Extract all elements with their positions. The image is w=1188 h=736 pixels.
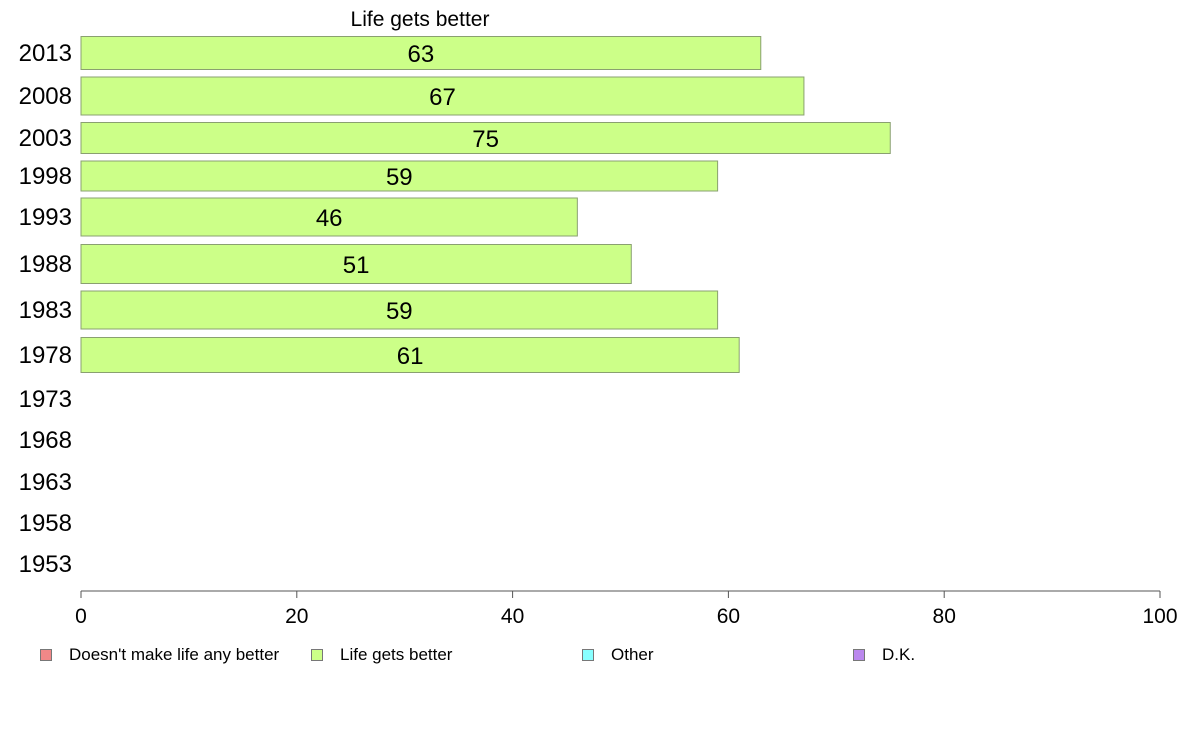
bar xyxy=(80,76,805,116)
legend-item: Life gets better xyxy=(311,645,452,665)
bar-value-label: 75 xyxy=(472,126,499,153)
bar xyxy=(80,122,891,154)
y-tick-label: 1953 xyxy=(19,551,72,578)
legend-label: Other xyxy=(611,645,654,664)
x-axis: 0 20 40 60 80 100 xyxy=(75,590,1178,628)
y-tick-label: 1978 xyxy=(19,342,72,369)
y-tick-label: 2013 xyxy=(19,40,72,67)
legend-swatch-icon xyxy=(853,649,865,661)
legend-label: Life gets better xyxy=(340,645,453,664)
x-tick-label: 60 xyxy=(717,605,740,628)
legend-swatch-icon xyxy=(311,649,323,661)
y-tick-label: 1988 xyxy=(19,251,72,278)
y-tick-label: 1973 xyxy=(19,386,72,413)
bar xyxy=(80,160,719,192)
y-tick-label: 1968 xyxy=(19,427,72,454)
legend-swatch-icon xyxy=(40,649,52,661)
y-tick-label: 1998 xyxy=(19,163,72,190)
legend-label: Doesn't make life any better xyxy=(69,645,280,664)
y-axis-labels: 2013 2008 2003 1998 1993 1988 1983 1978 1973 1968… xyxy=(19,40,72,578)
bar-value-label: 59 xyxy=(386,164,413,191)
bar-value-label: 61 xyxy=(397,343,424,370)
bar xyxy=(80,36,762,70)
legend-item: Doesn't make life any better xyxy=(40,645,279,665)
bar-value-label: 67 xyxy=(429,84,456,111)
legend: Doesn't make life any better Life gets b… xyxy=(40,645,1140,667)
y-tick-label: 1958 xyxy=(19,510,72,537)
bar xyxy=(80,244,632,284)
y-tick-label: 2008 xyxy=(19,83,72,110)
legend-item: D.K. xyxy=(853,645,915,665)
legend-item: Other xyxy=(582,645,654,665)
bar-value-label: 46 xyxy=(316,205,343,232)
legend-swatch-icon xyxy=(582,649,594,661)
bar-value-label: 59 xyxy=(386,298,413,325)
y-tick-label: 2003 xyxy=(19,125,72,152)
legend-label: D.K. xyxy=(882,645,916,664)
bar xyxy=(80,197,578,237)
y-tick-label: 1993 xyxy=(19,204,72,231)
bar xyxy=(80,337,740,373)
bar-value-label: 63 xyxy=(408,41,435,68)
y-tick-label: 1963 xyxy=(19,469,72,496)
x-tick-label: 20 xyxy=(285,605,308,628)
x-tick-label: 100 xyxy=(1142,605,1177,628)
chart-title: Life gets better xyxy=(351,8,490,31)
bar xyxy=(80,290,719,330)
x-tick-label: 80 xyxy=(933,605,956,628)
x-tick-label: 0 xyxy=(75,605,87,628)
x-tick-label: 40 xyxy=(501,605,524,628)
y-tick-label: 1983 xyxy=(19,297,72,324)
bar-value-label: 51 xyxy=(343,252,370,279)
